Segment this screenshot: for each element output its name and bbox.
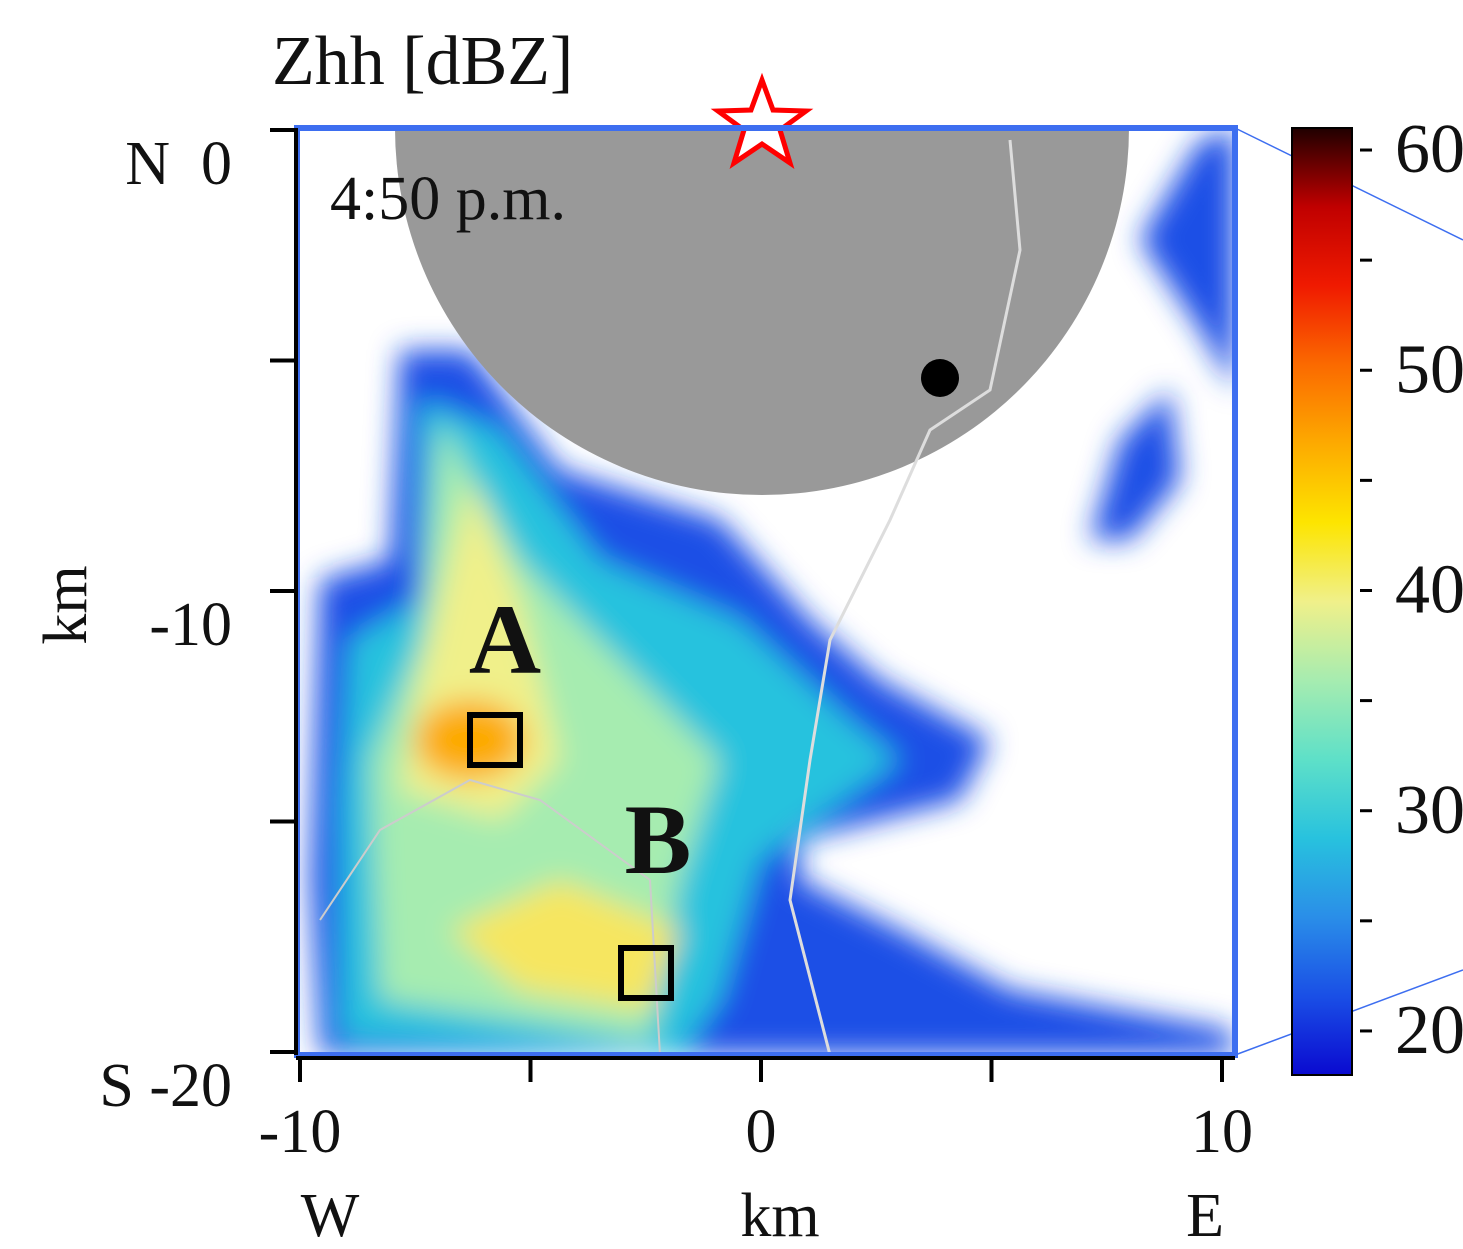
x-tick-label: 0 xyxy=(746,1098,777,1166)
colorbar-tick-label: 30 xyxy=(1395,772,1463,849)
radar-field xyxy=(310,128,1235,1055)
y-tick-label: N 0 xyxy=(125,130,232,198)
chart-title: Zhh [dBZ] xyxy=(272,23,573,100)
colorbar-tick-label: 50 xyxy=(1395,331,1463,408)
box-a xyxy=(467,712,523,768)
radar-star xyxy=(710,72,814,170)
colorbar-tick-label: 60 xyxy=(1395,111,1463,188)
colorbar xyxy=(1291,127,1353,1076)
annotation: A xyxy=(469,584,541,695)
time-label: 4:50 p.m. xyxy=(330,165,566,233)
annotation: B xyxy=(625,784,692,895)
y-tick-label: -10 xyxy=(149,591,232,659)
x-tick-label: 10 xyxy=(1191,1098,1253,1166)
y-tick-label: S -20 xyxy=(99,1052,232,1120)
box-b xyxy=(618,945,674,1001)
x-axis-label: km xyxy=(740,1182,819,1249)
x-west-label: W xyxy=(301,1182,360,1249)
colorbar-tick-label: 40 xyxy=(1395,552,1463,629)
x-tick-label: -10 xyxy=(259,1098,342,1166)
colorbar-tick-label: 20 xyxy=(1395,992,1463,1069)
y-axis-label: km xyxy=(32,565,100,644)
x-east-label: E xyxy=(1186,1182,1224,1249)
